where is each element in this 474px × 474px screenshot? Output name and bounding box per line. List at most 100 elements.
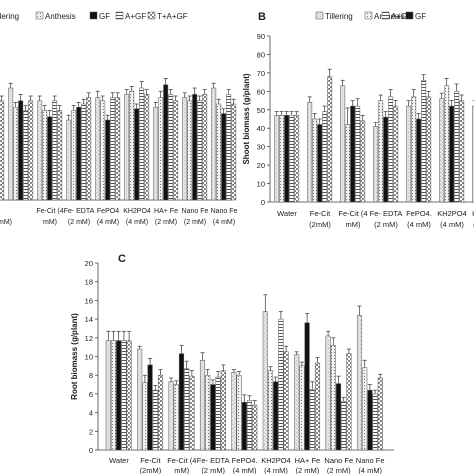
- bar-t-a-gf-2: [189, 375, 195, 451]
- bar-a-gf-4: [421, 80, 427, 203]
- bar-gf-5: [134, 108, 140, 201]
- x-tick-label: KH2PO4: [123, 208, 151, 215]
- bar-tillering-4: [95, 97, 101, 201]
- bar-a-gf-4: [246, 400, 253, 451]
- bar-gf-3: [76, 106, 82, 201]
- bar-gf-4: [105, 119, 111, 201]
- bar-tillering-0: [105, 340, 111, 451]
- x-tick-label: Fe-Cit: [310, 209, 331, 218]
- bar-gf-2: [178, 353, 185, 451]
- bar-gf-8: [221, 113, 227, 201]
- bar-anthesis-4: [236, 374, 242, 451]
- y-tick-label: 2: [89, 427, 93, 436]
- bar-anthesis-0: [279, 115, 285, 203]
- x-tick-label: (4 mM): [126, 219, 148, 226]
- x-tick-label: Nano Fe: [324, 456, 353, 465]
- bar-gf-1: [147, 364, 153, 451]
- bar-t-a-gf-8: [377, 377, 383, 451]
- x-tick-label: Nano Fe: [356, 456, 385, 465]
- bar-gf-1: [317, 124, 323, 203]
- y-tick-label: 6: [89, 390, 93, 399]
- bar-tillering-5: [124, 94, 130, 201]
- y-tick-label: 90: [257, 32, 265, 41]
- legend-swatch: [115, 11, 124, 20]
- legend-swatch: [405, 11, 414, 20]
- bar-gf-3: [210, 384, 216, 451]
- legend-label: Tillering: [325, 12, 353, 21]
- y-tick-label: 20: [257, 161, 265, 170]
- bar-anthesis-5: [267, 370, 274, 451]
- bar-anthesis-8: [362, 367, 368, 451]
- bar-t-a-gf-8: [231, 103, 237, 201]
- panel-b: B 0 10 20 30 40 50 60 70 80 90 Shoot biomass (g/pl…: [242, 11, 474, 229]
- bar-t-a-gf-2: [57, 110, 63, 201]
- x-tick-label: Fe- EDTA: [64, 208, 95, 215]
- bar-t-a-gf-1: [327, 76, 333, 203]
- x-tick-label: FePO4.: [232, 456, 258, 465]
- x-tick-label: Nano Fe: [211, 208, 238, 215]
- x-tick-label: (2 mM): [201, 466, 225, 474]
- legend-swatch: [35, 11, 44, 20]
- bar-a-gf-5: [278, 318, 284, 451]
- bar-tillering-5: [439, 98, 445, 203]
- legend-label: GF: [415, 12, 426, 21]
- x-tick-label: Fe- EDTA: [197, 456, 230, 465]
- x-tick-label: FePO4: [97, 208, 119, 215]
- bar-tillering-2: [37, 100, 43, 201]
- bar-t-a-gf-2: [360, 120, 366, 203]
- x-tick-label: mM): [43, 219, 57, 226]
- legend-label: Anthesis: [45, 12, 76, 21]
- bar-gf-8: [367, 389, 373, 451]
- x-tick-label: mM): [0, 219, 12, 226]
- bar-t-a-gf-0: [126, 340, 132, 451]
- bar-anthesis-4: [411, 96, 417, 203]
- bar-gf-5: [449, 105, 455, 203]
- bar-a-gf-0: [121, 340, 127, 451]
- bar-anthesis-2: [345, 124, 351, 203]
- bar-t-a-gf-1: [28, 100, 34, 201]
- panel-b-label: B: [258, 11, 266, 23]
- x-tick-label: Fe-Cit (4: [36, 208, 63, 215]
- bar-gf-2: [350, 105, 356, 203]
- bar-gf-0: [284, 115, 290, 203]
- y-tick-label: 30: [257, 143, 265, 152]
- bar-gf-4: [241, 402, 247, 451]
- x-tick-label: (2mM): [140, 466, 162, 474]
- bar-gf-4: [416, 118, 422, 203]
- x-tick-label: (4 mM): [213, 219, 235, 226]
- y-tick-label: 8: [89, 371, 93, 380]
- bar-a-gf-4: [110, 97, 116, 201]
- x-tick-label: (2 mM): [296, 466, 320, 474]
- x-tick-label: (2 mM): [374, 220, 398, 229]
- y-tick-label: 18: [85, 278, 93, 287]
- bar-anthesis-3: [71, 110, 77, 201]
- bar-t-a-gf-4: [252, 404, 258, 451]
- bar-anthesis-1: [142, 382, 148, 451]
- x-tick-label: HA+ Fe: [472, 209, 474, 218]
- bar-tillering-8: [211, 87, 217, 201]
- bar-a-gf-3: [388, 96, 394, 203]
- y-tick-label: 60: [257, 87, 265, 96]
- legend-label: GF: [99, 12, 110, 21]
- bar-anthesis-1: [13, 106, 19, 201]
- x-tick-label: (4 mM): [358, 466, 382, 474]
- bar-a-gf-3: [215, 376, 221, 451]
- bar-gf-3: [383, 116, 389, 203]
- bar-anthesis-3: [378, 100, 384, 203]
- legend-label: Anthesis: [374, 12, 405, 21]
- bar-gf-2: [47, 116, 53, 201]
- bar-a-gf-5: [139, 87, 145, 201]
- bar-a-gf-3: [81, 103, 87, 201]
- legend-label: illering: [0, 12, 19, 21]
- bar-tillering-7: [325, 335, 331, 451]
- y-tick-label: 0: [261, 198, 265, 207]
- bar-t-a-gf-3: [86, 97, 92, 201]
- bar-t-a-gf-3: [220, 370, 226, 451]
- bar-t-a-gf-0: [294, 115, 300, 203]
- x-tick-label: (4 mM): [264, 466, 288, 474]
- bar-a-gf-2: [52, 100, 58, 201]
- x-tick-label: (2 mM): [155, 219, 177, 226]
- bar-tillering-1: [8, 87, 14, 201]
- y-tick-label: 50: [257, 106, 265, 115]
- bar-t-a-gf-5: [283, 351, 289, 451]
